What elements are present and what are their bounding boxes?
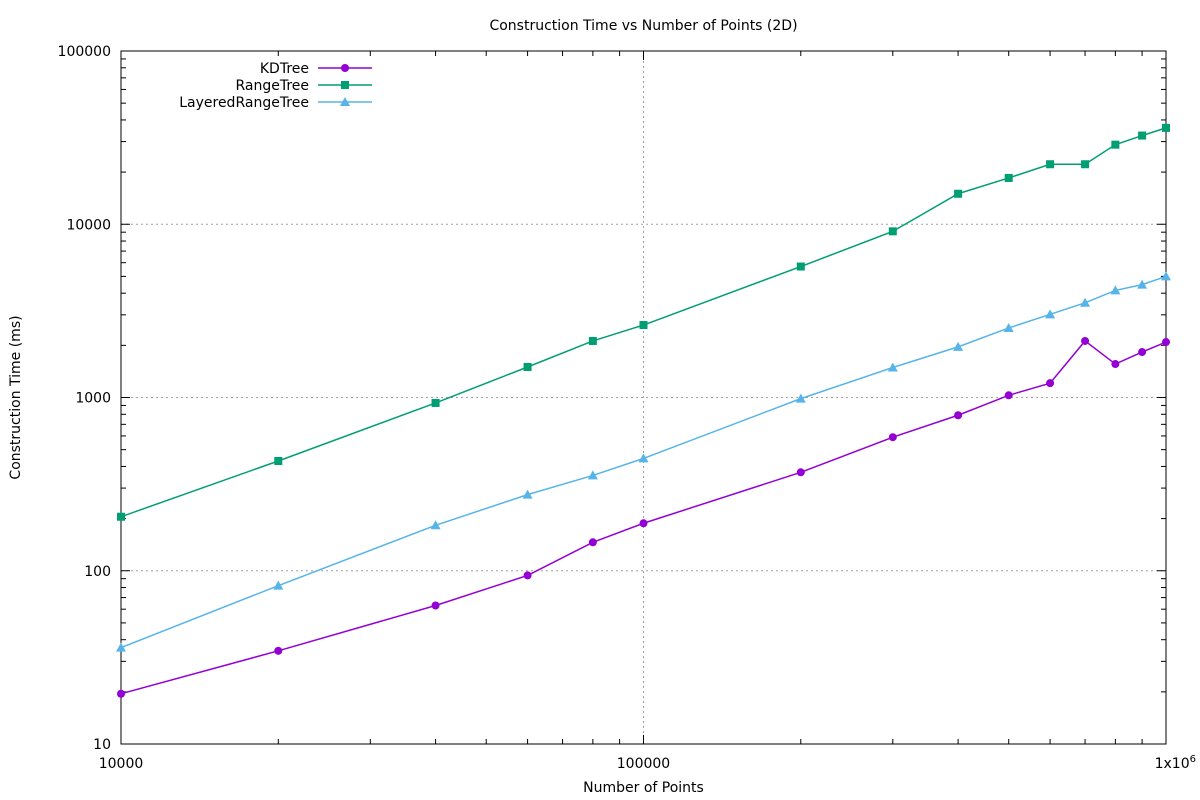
data-point-kdtree (1004, 391, 1013, 400)
data-point-kdtree (523, 571, 532, 580)
grid (121, 51, 1166, 744)
data-point-rangetree (1046, 160, 1055, 169)
data-point-rangetree (954, 189, 963, 198)
data-point-layeredrangetree (1003, 322, 1014, 332)
series-kdtree (117, 336, 1170, 698)
legend-entry-rangetree: RangeTree (235, 78, 372, 94)
y-tick-label: 10000 (66, 217, 111, 233)
data-point-kdtree (1162, 338, 1170, 347)
y-tick-label: 100000 (58, 44, 111, 60)
data-point-kdtree (1111, 360, 1120, 369)
x-tick-label-superscript: 6 (1190, 754, 1196, 765)
legend-marker-rangetree (341, 81, 349, 89)
legend-marker-layeredrangetree (340, 97, 350, 106)
data-point-kdtree (117, 689, 125, 698)
y-tick-label: 1000 (75, 391, 111, 407)
series-layeredrangetree (116, 271, 1171, 652)
axes-ticks (120, 50, 1167, 745)
y-axis-label: Construction Time (ms) (8, 315, 24, 479)
data-point-layeredrangetree (953, 341, 964, 351)
series-layer (116, 123, 1171, 698)
data-point-rangetree (888, 227, 897, 236)
data-point-kdtree (639, 519, 648, 528)
data-point-layeredrangetree (638, 453, 649, 463)
legend-entry-kdtree: KDTree (260, 61, 372, 77)
legend-label-layeredrangetree: LayeredRangeTree (179, 95, 309, 111)
data-point-kdtree (1046, 379, 1055, 388)
data-point-rangetree (523, 362, 532, 371)
data-point-layeredrangetree (1137, 279, 1148, 289)
data-point-layeredrangetree (430, 520, 441, 530)
data-point-layeredrangetree (522, 489, 533, 499)
data-point-rangetree (1081, 160, 1090, 169)
data-point-kdtree (888, 433, 897, 442)
legend-label-rangetree: RangeTree (235, 78, 309, 94)
data-point-rangetree (431, 398, 440, 407)
plot-frame (120, 50, 1167, 745)
x-tick-label: 1x106 (1155, 754, 1196, 772)
data-point-kdtree (274, 646, 283, 655)
y-tick-label: 10 (93, 737, 111, 753)
data-point-layeredrangetree (1045, 309, 1056, 319)
data-point-rangetree (639, 321, 648, 330)
data-point-kdtree (1081, 336, 1090, 345)
data-point-layeredrangetree (1080, 297, 1091, 307)
data-point-kdtree (954, 411, 963, 420)
series-rangetree (117, 123, 1170, 521)
y-tick-label: 100 (84, 564, 111, 580)
data-point-layeredrangetree (1161, 271, 1171, 281)
data-point-rangetree (1162, 123, 1170, 132)
data-point-rangetree (1138, 131, 1147, 140)
data-point-rangetree (588, 336, 597, 345)
legend-marker-kdtree (341, 64, 349, 72)
x-tick-label: 10000 (99, 756, 144, 772)
data-point-layeredrangetree (587, 470, 598, 480)
x-tick-label: 100000 (617, 756, 670, 772)
data-point-layeredrangetree (887, 362, 898, 372)
chart-title: Construction Time vs Number of Points (2… (489, 18, 797, 34)
data-point-kdtree (588, 538, 597, 547)
data-point-rangetree (1004, 173, 1013, 182)
data-point-rangetree (1111, 140, 1120, 149)
data-point-rangetree (117, 512, 125, 521)
tick-labels: 10000 100000 1x106 10 100 1000 10000 100000 (58, 44, 1196, 772)
legend-label-kdtree: KDTree (260, 61, 309, 77)
data-point-rangetree (274, 457, 283, 466)
data-point-layeredrangetree (1110, 285, 1121, 295)
data-point-layeredrangetree (795, 393, 806, 403)
x-axis-label: Number of Points (583, 780, 704, 796)
data-point-kdtree (1138, 348, 1147, 357)
data-point-layeredrangetree (273, 580, 284, 590)
data-point-layeredrangetree (116, 642, 126, 652)
data-point-kdtree (431, 601, 440, 610)
data-point-rangetree (796, 262, 805, 271)
legend-entry-layeredrangetree: LayeredRangeTree (179, 95, 372, 111)
data-point-kdtree (796, 468, 805, 477)
